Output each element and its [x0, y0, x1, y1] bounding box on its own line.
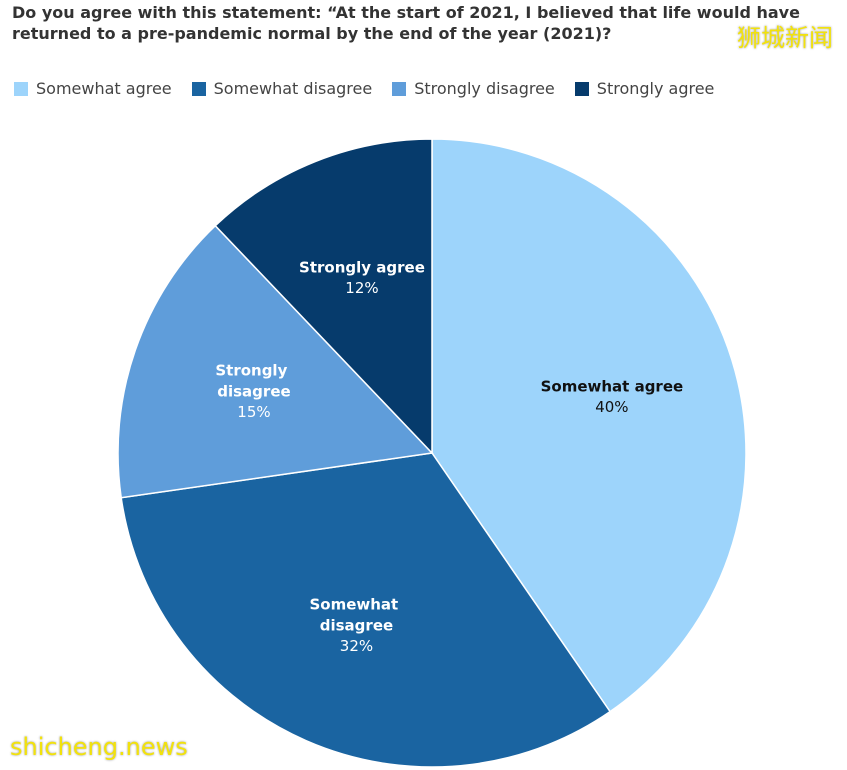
legend-item: Strongly disagree: [392, 79, 555, 98]
pie-slice: [431, 138, 747, 713]
legend-swatch: [14, 81, 28, 96]
slice-label: Somewhat disagree: [309, 595, 403, 634]
slice-label: Somewhat agree: [541, 377, 684, 395]
legend-label: Strongly agree: [596, 79, 715, 98]
pie-slice: [214, 138, 433, 455]
legend-item: Somewhat disagree: [191, 79, 373, 98]
watermark: 狮城新闻: [737, 24, 833, 52]
watermark: shicheng.news: [10, 733, 188, 761]
slice-value: 32%: [340, 637, 373, 655]
chart-title: Do you agree with this statement: “At th…: [12, 3, 800, 43]
legend: Somewhat agree Somewhat disagree Strongly …: [14, 79, 734, 98]
pie-slice: [117, 224, 434, 499]
legend-item: Somewhat agree: [14, 79, 172, 98]
slice-label: Strongly agree: [299, 258, 425, 276]
legend-swatch: [392, 81, 407, 96]
legend-swatch: [574, 81, 589, 96]
slice-value: 40%: [595, 398, 628, 416]
legend-swatch: [191, 81, 206, 96]
pie-slice: [120, 452, 612, 768]
slice-value: 12%: [345, 279, 378, 297]
slice-label: Strongly disagree: [215, 361, 292, 400]
legend-label: Somewhat disagree: [213, 79, 373, 98]
legend-label: Strongly disagree: [414, 79, 555, 98]
legend-item: Strongly agree: [574, 79, 715, 98]
legend-label: Somewhat agree: [36, 79, 172, 98]
slice-value: 15%: [237, 403, 270, 421]
